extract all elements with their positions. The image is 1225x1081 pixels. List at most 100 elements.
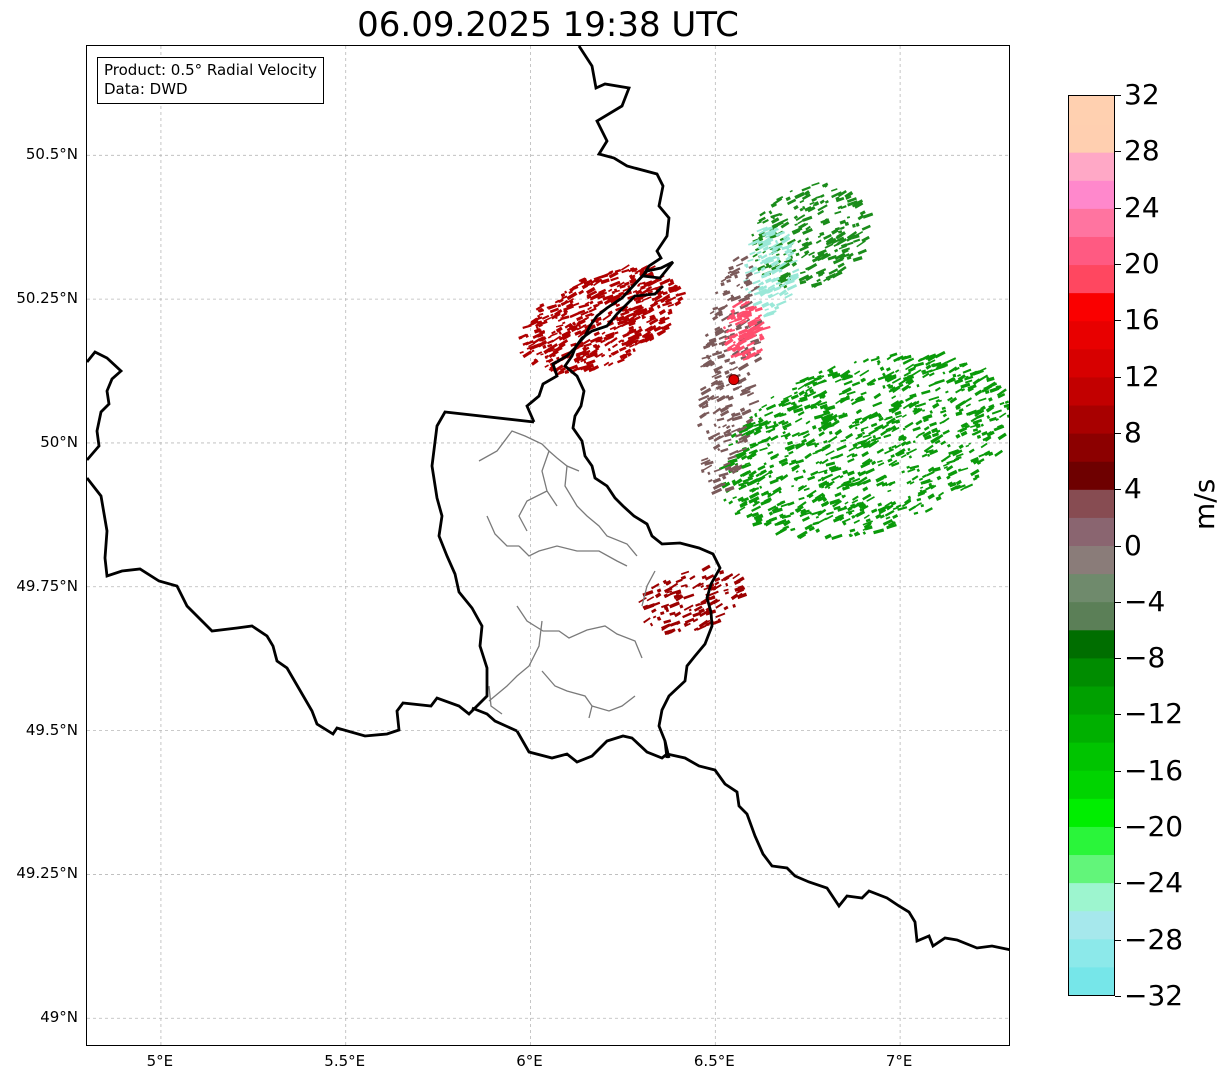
colorbar-tick-mark (1115, 770, 1121, 772)
colorbar-tick-mark (1115, 996, 1121, 997)
canton-boundaries (478, 430, 656, 719)
colorbar-segment (1069, 152, 1114, 181)
colorbar-tick-mark (1115, 658, 1121, 660)
lat-tick-label: 50°N (40, 432, 78, 451)
colorbar-tick-mark (1115, 263, 1121, 265)
colorbar-segment (1069, 938, 1114, 968)
colorbar-segment (1069, 657, 1114, 687)
colorbar-tick-label: −8 (1124, 641, 1166, 675)
colorbar-segment (1069, 461, 1114, 490)
lat-tick-label: 50.25°N (16, 289, 78, 308)
radar-site-layer (728, 374, 740, 386)
colorbar-tick-label: 20 (1124, 246, 1160, 280)
border-luxembourg-west (525, 285, 664, 423)
colorbar-segment (1069, 376, 1114, 406)
colorbar-tick-label: −20 (1124, 810, 1184, 844)
colorbar-segment (1069, 601, 1114, 631)
colorbar-segment (1069, 573, 1114, 603)
borders (87, 46, 1009, 952)
colorbar-tick-mark (1115, 601, 1121, 603)
colorbar-tick-mark (1115, 151, 1121, 153)
border-germany-south (515, 730, 1009, 952)
colorbar-segment (1069, 489, 1114, 518)
lon-tick-label: 5°E (146, 1052, 174, 1070)
colorbar-tick-mark (1115, 545, 1121, 547)
border-west-edge (87, 350, 124, 461)
colorbar-segment (1069, 826, 1114, 856)
lon-tick-label: 6°E (516, 1052, 543, 1070)
colorbar-tick-label: 24 (1124, 190, 1160, 224)
colorbar-segment (1069, 910, 1114, 940)
colorbar-tick-label: 16 (1124, 303, 1160, 337)
colorbar-tick-label: 0 (1124, 528, 1142, 562)
echo-high-outbound (722, 300, 771, 361)
colorbar-segment (1069, 742, 1114, 771)
echo-near-zero (697, 255, 763, 495)
border-france-south (471, 706, 518, 733)
colorbar-tick-label: 28 (1124, 134, 1160, 168)
border-germany-west (563, 46, 722, 759)
colorbar-tick-label: 32 (1124, 78, 1160, 111)
colorbar-segment (1069, 264, 1114, 294)
map-panel (86, 45, 1010, 1046)
colorbar-tick-label: −12 (1124, 697, 1184, 731)
product-line: Product: 0.5° Radial Velocity (104, 61, 317, 79)
colorbar-segment (1069, 685, 1114, 715)
colorbar-tick-mark (1115, 376, 1121, 378)
data-source-line: Data: DWD (104, 80, 188, 98)
colorbar-gradient (1069, 96, 1114, 995)
colorbar-tick-label: 8 (1124, 415, 1142, 449)
colorbar-tick-label: 4 (1124, 472, 1142, 506)
colorbar-tick-label: 12 (1124, 359, 1160, 393)
gridlines (87, 46, 1009, 1045)
colorbar-segment (1069, 854, 1114, 884)
colorbar-tick-label: −28 (1124, 922, 1184, 956)
echo-outbound-south (638, 564, 748, 636)
colorbar-tick-mark (1115, 939, 1121, 941)
border-germany-east-stub (663, 740, 669, 759)
colorbar-segment (1069, 96, 1114, 125)
colorbar-tick-mark (1115, 207, 1121, 209)
colorbar-segment (1069, 180, 1114, 209)
colorbar-segment (1069, 348, 1114, 378)
colorbar-segment (1069, 798, 1114, 827)
colorbar-tick-mark (1115, 827, 1121, 829)
colorbar-segment (1069, 629, 1114, 659)
echo-inbound-east (718, 350, 1009, 540)
colorbar-segment (1069, 124, 1114, 153)
colorbar-segment (1069, 966, 1114, 995)
lat-tick-label: 49°N (40, 1008, 78, 1027)
colorbar-segment (1069, 208, 1114, 237)
colorbar-segment (1069, 714, 1114, 743)
colorbar-tick-label: −16 (1124, 753, 1184, 787)
lon-tick-label: 7°E (885, 1052, 913, 1070)
echo-outbound-northwest (518, 264, 686, 376)
lat-tick-label: 49.5°N (25, 720, 78, 739)
colorbar-tick-mark (1115, 714, 1121, 716)
border-luxembourg-south (87, 410, 535, 738)
colorbar-label: m/s (1188, 478, 1221, 530)
colorbar-tick-mark (1115, 95, 1121, 96)
colorbar-tick-label: −32 (1124, 979, 1184, 1012)
colorbar-segment (1069, 882, 1114, 912)
lat-tick-label: 49.25°N (16, 864, 78, 883)
lon-tick-label: 5.5°E (324, 1052, 366, 1070)
colorbar-tick-mark (1115, 883, 1121, 885)
colorbar-segment (1069, 320, 1114, 350)
colorbar-segment (1069, 545, 1114, 575)
radar-map (87, 46, 1009, 1045)
product-info-box: Product: 0.5° Radial Velocity Data: DWD (97, 57, 324, 104)
colorbar-segment (1069, 517, 1114, 546)
colorbar-segment (1069, 405, 1114, 434)
colorbar-tick-mark (1115, 489, 1121, 491)
colorbar-segment (1069, 770, 1114, 799)
lat-tick-label: 49.75°N (16, 576, 78, 595)
lon-tick-label: 6.5°E (693, 1052, 735, 1070)
radar-echoes (518, 182, 1009, 636)
colorbar-tick-label: −24 (1124, 866, 1184, 900)
colorbar (1068, 95, 1115, 996)
colorbar-tick-label: −4 (1124, 584, 1166, 618)
colorbar-segment (1069, 236, 1114, 266)
radar-site-marker (728, 374, 740, 386)
echo-inbound-north-light (743, 226, 800, 318)
